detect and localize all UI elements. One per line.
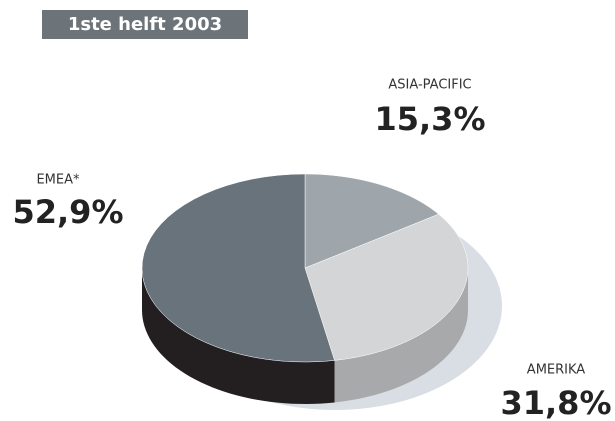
title-box xyxy=(42,10,248,39)
slice xyxy=(141,173,335,363)
slice xyxy=(304,173,440,269)
chart-title: 1ste helft 2003 xyxy=(68,14,222,35)
value-label: 31,8% xyxy=(500,384,611,421)
slice-side xyxy=(142,268,335,404)
slice-label: EMEA* xyxy=(36,173,80,188)
slice xyxy=(304,213,469,361)
value-label: 52,9% xyxy=(12,193,123,231)
value-label: 15,3% xyxy=(374,100,485,138)
slice-label: AMERIKA xyxy=(527,363,585,378)
slice-side xyxy=(334,268,468,403)
slice-label: ASIA-PACIFIC xyxy=(388,78,471,93)
